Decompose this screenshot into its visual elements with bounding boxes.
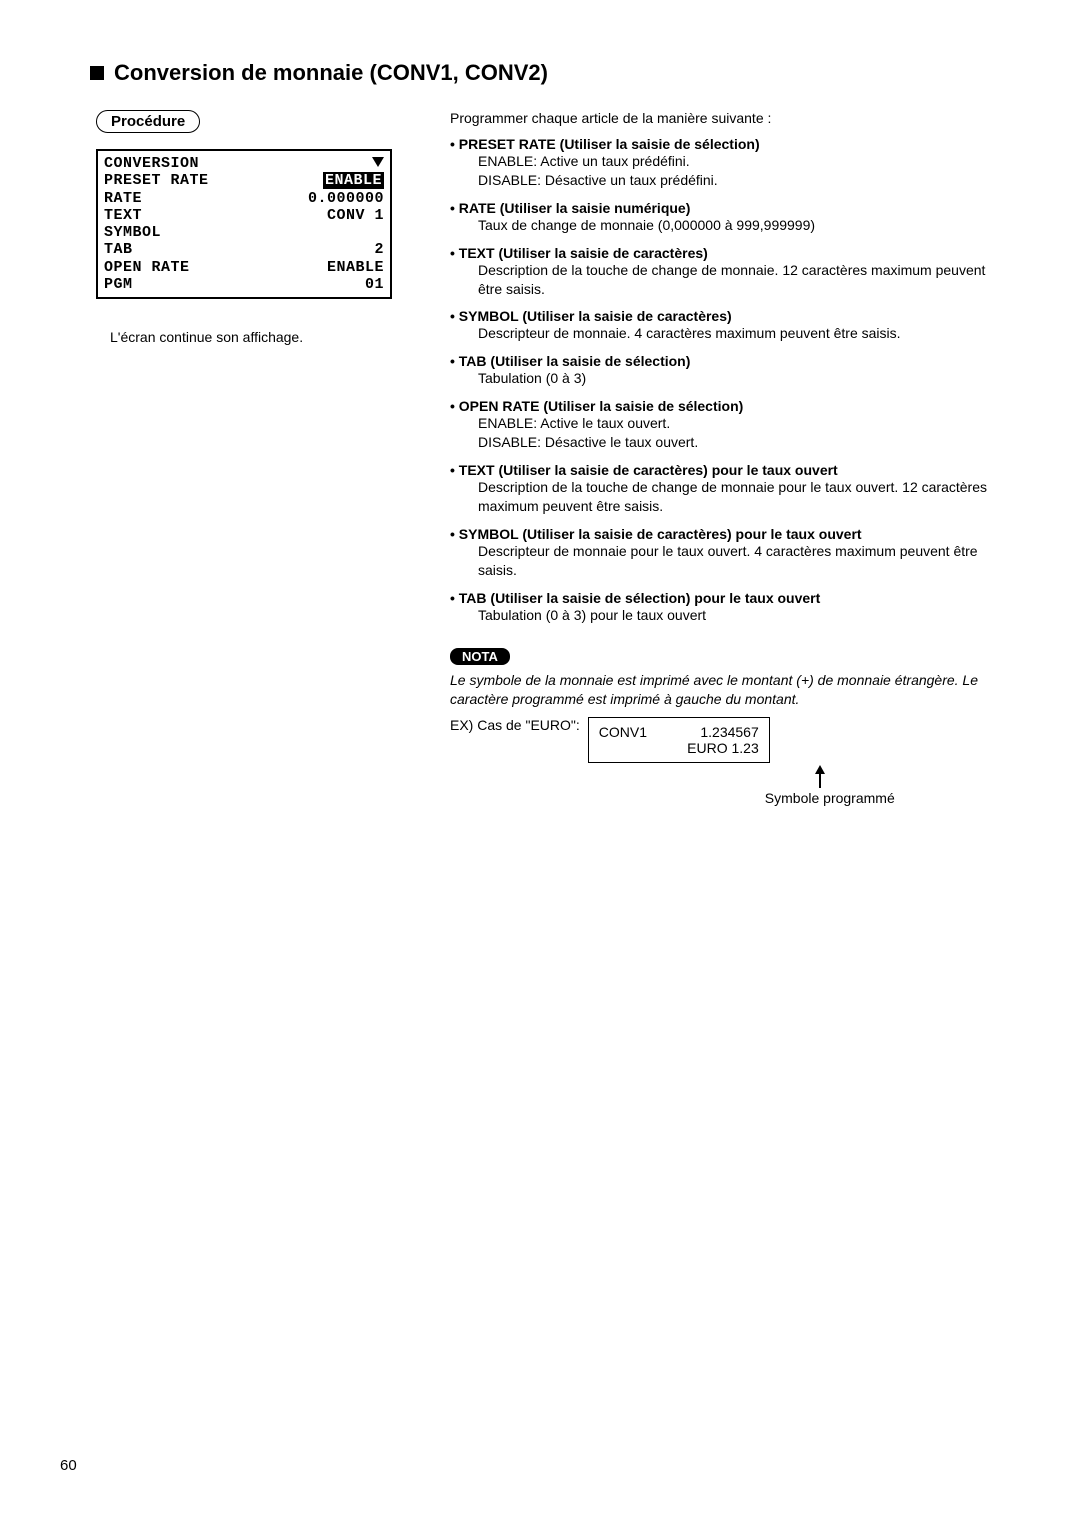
item: • TAB (Utiliser la saisie de sélection)T…	[450, 353, 990, 388]
item-head: • PRESET RATE (Utiliser la saisie de sél…	[450, 136, 990, 152]
lcd-right: CONV 1	[327, 207, 384, 224]
lcd-row: PRESET RATE ENABLE	[104, 172, 384, 189]
item-head: • TEXT (Utiliser la saisie de caractères…	[450, 245, 990, 261]
item-line: DISABLE: Désactive un taux prédéfini.	[478, 171, 990, 190]
arrow-caption: Symbole programmé	[765, 790, 895, 806]
down-arrow-icon	[372, 157, 384, 167]
item-line: DISABLE: Désactive le taux ouvert.	[478, 433, 990, 452]
lcd-right: ENABLE	[327, 259, 384, 276]
item: • SYMBOL (Utiliser la saisie de caractèr…	[450, 308, 990, 343]
lcd-row: TAB 2	[104, 241, 384, 258]
example-label: EX) Cas de "EURO":	[450, 717, 580, 733]
section-title-text: Conversion de monnaie (CONV1, CONV2)	[114, 60, 548, 86]
item-line: Descripteur de monnaie pour le taux ouve…	[478, 542, 990, 580]
lcd-left: PGM	[104, 276, 133, 293]
section-title: Conversion de monnaie (CONV1, CONV2)	[90, 60, 990, 86]
square-icon	[90, 66, 104, 80]
lcd-row: CONVERSION	[104, 155, 384, 172]
lcd-left: TEXT	[104, 207, 142, 224]
example-l2: EURO 1.23	[599, 740, 759, 756]
item-body: Description de la touche de change de mo…	[450, 478, 990, 516]
item-head: • OPEN RATE (Utiliser la saisie de sélec…	[450, 398, 990, 414]
item: • OPEN RATE (Utiliser la saisie de sélec…	[450, 398, 990, 452]
item-line: Tabulation (0 à 3) pour le taux ouvert	[478, 606, 990, 625]
arrow-stem	[819, 774, 821, 788]
arrow-annotation: Symbole programmé	[745, 765, 925, 806]
item-line: ENABLE: Active un taux prédéfini.	[478, 152, 990, 171]
item-head: • RATE (Utiliser la saisie numérique)	[450, 200, 990, 216]
nota-text: Le symbole de la monnaie est imprimé ave…	[450, 671, 990, 709]
lcd-row: PGM 01	[104, 276, 384, 293]
item: • PRESET RATE (Utiliser la saisie de sél…	[450, 136, 990, 190]
procedure-badge: Procédure	[96, 110, 200, 133]
item-body: Descripteur de monnaie pour le taux ouve…	[450, 542, 990, 580]
item-body: Tabulation (0 à 3)	[450, 369, 990, 388]
item-line: Descripteur de monnaie. 4 caractères max…	[478, 324, 990, 343]
item-head: • SYMBOL (Utiliser la saisie de caractèr…	[450, 526, 990, 542]
lcd-right: ENABLE	[323, 172, 384, 189]
lcd-left: TAB	[104, 241, 133, 258]
lcd-left: OPEN RATE	[104, 259, 190, 276]
item-head: • TAB (Utiliser la saisie de sélection)	[450, 353, 990, 369]
lcd-right: 0.000000	[308, 190, 384, 207]
lcd-row: SYMBOL	[104, 224, 384, 241]
item-line: Description de la touche de change de mo…	[478, 261, 990, 299]
item-body: ENABLE: Active un taux prédéfini.DISABLE…	[450, 152, 990, 190]
up-arrow-icon	[815, 765, 825, 774]
page-number: 60	[60, 1457, 77, 1474]
item-line: ENABLE: Active le taux ouvert.	[478, 414, 990, 433]
item-line: Tabulation (0 à 3)	[478, 369, 990, 388]
item-head: • TEXT (Utiliser la saisie de caractères…	[450, 462, 990, 478]
item-body: Descripteur de monnaie. 4 caractères max…	[450, 324, 990, 343]
lcd-inverse-value: ENABLE	[323, 172, 384, 189]
example-box: CONV1 1.234567 EURO 1.23	[588, 717, 770, 763]
intro-text: Programmer chaque article de la manière …	[450, 110, 990, 126]
lcd-left: SYMBOL	[104, 224, 161, 241]
lcd-row: OPEN RATE ENABLE	[104, 259, 384, 276]
item-body: ENABLE: Active le taux ouvert.DISABLE: D…	[450, 414, 990, 452]
item-line: Description de la touche de change de mo…	[478, 478, 990, 516]
lcd-left: CONVERSION	[104, 155, 199, 172]
item: • TEXT (Utiliser la saisie de caractères…	[450, 462, 990, 516]
lcd-right	[372, 155, 384, 172]
example-l1-left: CONV1	[599, 724, 647, 740]
item-body: Tabulation (0 à 3) pour le taux ouvert	[450, 606, 990, 625]
example-l1-right: 1.234567	[700, 724, 758, 740]
item: • RATE (Utiliser la saisie numérique)Tau…	[450, 200, 990, 235]
item: • TAB (Utiliser la saisie de sélection) …	[450, 590, 990, 625]
lcd-left: PRESET RATE	[104, 172, 209, 189]
item-line: Taux de change de monnaie (0,000000 à 99…	[478, 216, 990, 235]
nota-badge: NOTA	[450, 648, 510, 665]
lcd-caption: L'écran continue son affichage.	[110, 329, 450, 345]
item: • TEXT (Utiliser la saisie de caractères…	[450, 245, 990, 299]
item-head: • SYMBOL (Utiliser la saisie de caractèr…	[450, 308, 990, 324]
item: • SYMBOL (Utiliser la saisie de caractèr…	[450, 526, 990, 580]
item-head: • TAB (Utiliser la saisie de sélection) …	[450, 590, 990, 606]
lcd-row: RATE 0.000000	[104, 190, 384, 207]
item-body: Description de la touche de change de mo…	[450, 261, 990, 299]
lcd-left: RATE	[104, 190, 142, 207]
lcd-display: CONVERSIONPRESET RATEENABLERATE0.000000T…	[96, 149, 392, 299]
lcd-row: TEXT CONV 1	[104, 207, 384, 224]
lcd-right: 2	[374, 241, 384, 258]
lcd-right: 01	[365, 276, 384, 293]
item-body: Taux de change de monnaie (0,000000 à 99…	[450, 216, 990, 235]
